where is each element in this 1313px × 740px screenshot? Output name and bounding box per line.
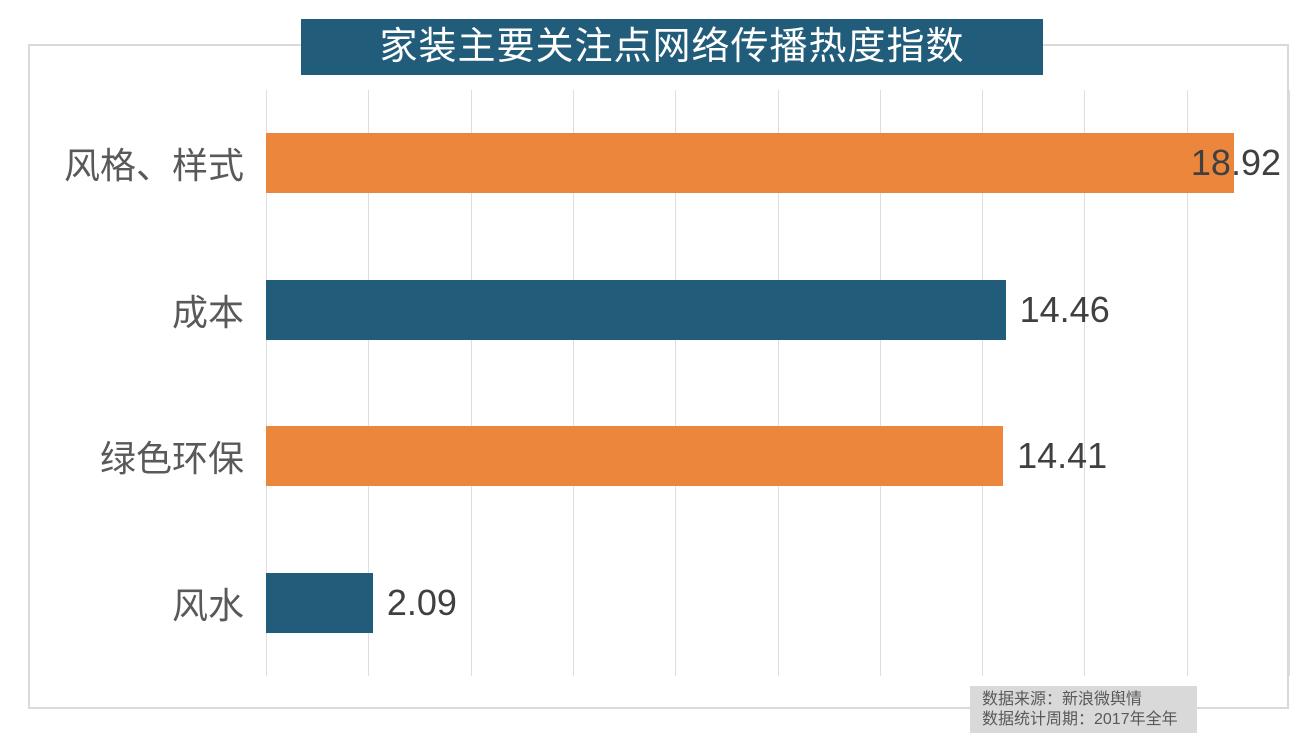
bar-row: 风格、样式 18.92 (64, 90, 1289, 237)
gridline (368, 90, 370, 676)
gridline (470, 90, 472, 676)
bar (266, 133, 1234, 194)
gridline (675, 90, 677, 676)
data-period-text: 数据统计周期：2017年全年 (982, 711, 1178, 728)
value-label: 14.41 (1017, 435, 1108, 477)
gridline (879, 90, 881, 676)
category-label: 风水 (171, 584, 244, 626)
gridline (982, 90, 984, 676)
gridline (572, 90, 574, 676)
bar (266, 279, 1006, 340)
value-label: 2.09 (386, 581, 457, 623)
bar-row: 风水 2.09 (172, 530, 1289, 677)
bar-row: 绿色环保 14.41 (100, 383, 1289, 530)
plot-area: 风格、样式 18.92 成本 14.46 绿色环保 14.41 风水 2.09 (64, 90, 1290, 677)
category-label: 成本 (171, 291, 244, 333)
gridline (1289, 90, 1290, 676)
gridline (266, 90, 267, 676)
category-label: 绿色环保 (99, 438, 244, 480)
value-label: 14.46 (1019, 288, 1110, 330)
bar (266, 572, 373, 633)
bar-row: 成本 14.46 (172, 237, 1289, 384)
gridline (1186, 90, 1188, 676)
value-label: 18.92 (1190, 142, 1281, 184)
bar (266, 426, 1004, 487)
source-note-box: 数据来源：新浪微舆情 数据统计周期：2017年全年 (970, 686, 1197, 733)
chart-title: 家装主要关注点网络传播热度指数 (301, 19, 1043, 75)
category-label: 风格、样式 (63, 145, 244, 187)
gridline (1084, 90, 1086, 676)
data-source-text: 数据来源：新浪微舆情 (982, 691, 1143, 708)
gridline (777, 90, 779, 676)
